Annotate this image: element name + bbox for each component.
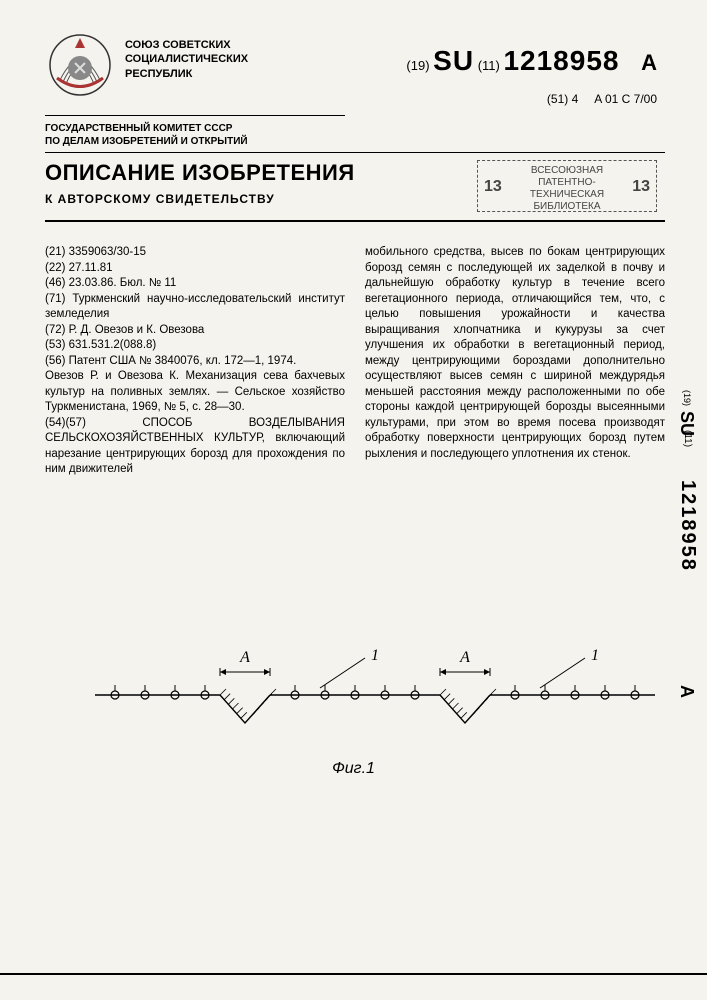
patent-page: СОЮЗ СОВЕТСКИХ СОЦИАЛИСТИЧЕСКИХ РЕСПУБЛИ… <box>0 0 707 1000</box>
classification-code: (51) 4 A 01 C 7/00 <box>547 92 657 106</box>
document-subtitle: К АВТОРСКОМУ СВИДЕТЕЛЬСТВУ <box>45 192 275 206</box>
ussr-emblem <box>45 30 115 100</box>
figure-1: A A 1 1 <box>45 640 665 780</box>
right-column: мобильного средства, высев по бокам цент… <box>365 245 665 478</box>
side-suffix: A <box>676 685 697 698</box>
side-11: (11) <box>682 430 693 447</box>
svg-text:A: A <box>239 649 250 666</box>
svg-text:1: 1 <box>591 647 599 664</box>
code-11: (11) <box>478 58 500 73</box>
union-name: СОЮЗ СОВЕТСКИХ СОЦИАЛИСТИЧЕСКИХ РЕСПУБЛИ… <box>125 38 248 81</box>
stamp-number-right: 13 <box>632 177 650 196</box>
code-19: (19) <box>406 58 429 73</box>
patent-number: 1218958 <box>503 45 619 76</box>
patent-suffix: A <box>641 50 657 75</box>
committee-name: ГОСУДАРСТВЕННЫЙ КОМИТЕТ СССР ПО ДЕЛАМ ИЗ… <box>45 122 248 148</box>
su-code: SU <box>433 45 474 76</box>
figure-label: Фиг.1 <box>0 760 707 778</box>
union-line3: РЕСПУБЛИК <box>125 67 248 81</box>
svg-text:A: A <box>459 649 470 666</box>
divider <box>45 152 665 153</box>
document-number-block: (19) SU (11) 1218958 A <box>406 45 657 77</box>
body-text: (21) 3359063/30-15(22) 27.11.81(46) 23.0… <box>45 245 665 478</box>
left-column: (21) 3359063/30-15(22) 27.11.81(46) 23.0… <box>45 245 345 478</box>
library-stamp: 13 13 ВСЕСОЮЗНАЯ ПАТЕНТНО- ТЕХНИЧЕСКАЯ Б… <box>477 160 657 212</box>
bottom-border <box>0 973 707 975</box>
divider <box>45 220 665 222</box>
union-line2: СОЦИАЛИСТИЧЕСКИХ <box>125 52 248 66</box>
svg-text:1: 1 <box>371 647 379 664</box>
side-patent-number: 1218958 <box>676 480 699 572</box>
union-line1: СОЮЗ СОВЕТСКИХ <box>125 38 248 52</box>
divider <box>45 115 345 116</box>
stamp-number-left: 13 <box>484 177 502 196</box>
document-title: ОПИСАНИЕ ИЗОБРЕТЕНИЯ <box>45 160 355 186</box>
